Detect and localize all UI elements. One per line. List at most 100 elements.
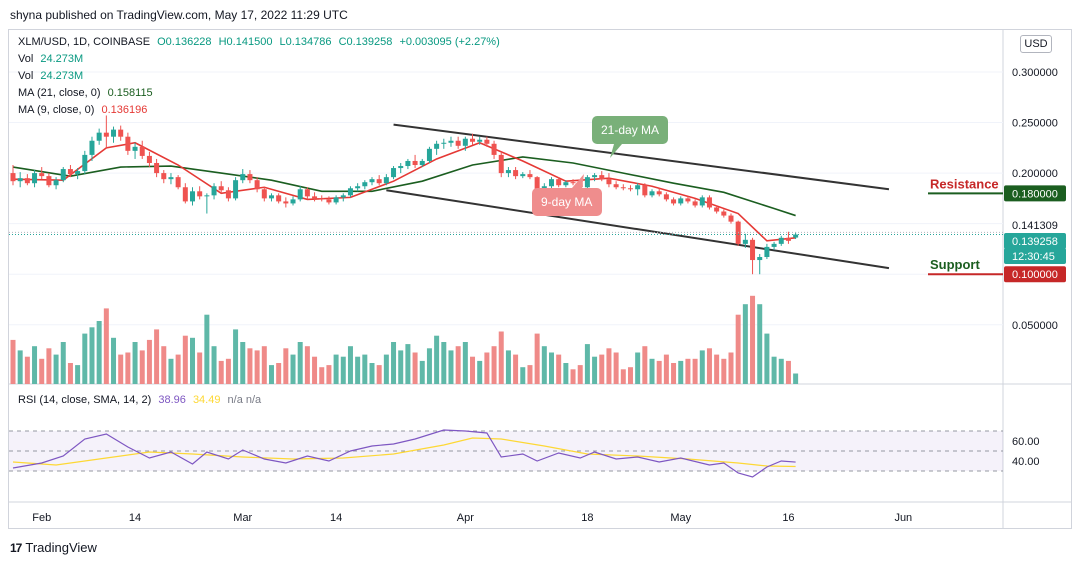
volume-bar: [513, 354, 519, 384]
candle-body: [218, 186, 224, 191]
volume-bar: [190, 337, 195, 384]
volume-bar: [462, 342, 468, 384]
volume-bar: [714, 354, 720, 384]
volume-bar: [154, 329, 160, 384]
candle-body: [699, 197, 705, 206]
candle-body: [146, 155, 152, 163]
legend-vol-label[interactable]: Vol: [18, 70, 34, 82]
volume-bar: [742, 304, 748, 384]
volume-bar: [398, 350, 404, 384]
candle-body: [477, 139, 483, 142]
volume-bar: [426, 348, 432, 384]
candle-body: [154, 162, 160, 174]
candle-body: [663, 194, 669, 200]
volume-bar: [678, 360, 684, 384]
candle-body: [434, 143, 440, 149]
chart-frame: [8, 29, 1072, 529]
candle-body: [67, 169, 73, 175]
candle-body: [649, 191, 655, 196]
candle-body: [297, 189, 303, 200]
candle-body: [549, 179, 554, 187]
currency-button[interactable]: USD: [1020, 35, 1052, 53]
volume-bar: [383, 354, 389, 384]
legend-ma21-label[interactable]: MA (21, close, 0): [18, 87, 101, 99]
candle-body: [182, 187, 188, 202]
candle-body: [520, 174, 526, 177]
candle-body: [462, 138, 468, 146]
candle-body: [498, 154, 504, 174]
volume-bar: [663, 354, 669, 384]
legend-symbol-row: XLM/USD, 1D, COINBASE O0.136228 H0.14150…: [18, 36, 504, 48]
volume-bar: [592, 356, 598, 384]
candle-body: [333, 197, 339, 203]
candle-body: [103, 132, 109, 137]
legend-rsi-label[interactable]: RSI (14, close, SMA, 14, 2): [18, 394, 152, 406]
x-tick-label: Mar: [233, 512, 252, 524]
volume-bar: [505, 350, 511, 384]
candle-body: [656, 191, 662, 195]
candle-body: [75, 171, 81, 175]
resistance-label: Resistance: [930, 176, 999, 191]
volume-bar: [556, 354, 562, 384]
price-label-box: [1004, 233, 1066, 249]
price-label-box: [1004, 217, 1066, 233]
candle-body: [204, 195, 210, 197]
footer-brand-text: TradingView: [25, 540, 97, 555]
candle-body: [678, 198, 684, 204]
legend-symbol[interactable]: XLM/USD, 1D, COINBASE: [18, 36, 151, 48]
legend-vol-value: 24.273M: [40, 70, 84, 82]
candle-body: [197, 191, 203, 197]
volume-bar: [139, 350, 145, 384]
candle-body: [240, 174, 246, 181]
volume-bar: [721, 358, 727, 384]
candle-body: [491, 143, 497, 155]
x-tick-label: 16: [782, 512, 794, 524]
volume-bar: [484, 352, 490, 384]
candle-body: [190, 191, 195, 202]
x-tick-label: May: [670, 512, 691, 524]
candle-body: [606, 179, 612, 185]
candle-body: [534, 177, 540, 192]
rsi-tick-label: 60.00: [1012, 436, 1040, 448]
legend-vol-label[interactable]: Vol: [18, 53, 34, 65]
legend-low: L0.134786: [279, 36, 332, 48]
candle-body: [326, 199, 332, 203]
volume-bar: [793, 373, 799, 384]
volume-bar: [326, 365, 332, 384]
candle-body: [513, 170, 519, 177]
volume-bar: [541, 346, 547, 384]
candle-body: [340, 195, 346, 198]
candle-body: [470, 138, 476, 142]
volume-bar: [764, 333, 770, 384]
price-label: 0.139258: [1012, 236, 1058, 248]
channel-lower-line: [386, 189, 890, 270]
volume-bar: [347, 346, 353, 384]
candle-body: [53, 180, 59, 186]
legend-ma9-value: 0.136196: [101, 104, 148, 116]
volume-bar: [785, 360, 791, 384]
candle-body: [139, 146, 145, 156]
volume-bar: [391, 342, 397, 384]
ma21-callout-box: [592, 116, 668, 144]
volume-bar: [276, 363, 282, 384]
footer-brand[interactable]: 17 TradingView: [10, 540, 97, 555]
volume-bar: [470, 356, 476, 384]
candle-body: [89, 140, 95, 155]
volume-bar: [75, 365, 81, 384]
volume-bar: [297, 342, 303, 384]
volume-bar: [182, 335, 188, 384]
volume-bar: [10, 339, 16, 384]
ma21-line: [12, 156, 796, 217]
candle-body: [793, 234, 799, 238]
legend-ma9-label[interactable]: MA (9, close, 0): [18, 104, 95, 116]
volume-bar: [771, 356, 777, 384]
volume-bar: [204, 314, 210, 384]
legend-ma9-row: MA (9, close, 0) 0.136196: [18, 104, 151, 116]
legend-rsi-sma: 34.49: [192, 394, 221, 406]
candle-body: [32, 173, 38, 184]
volume-bar: [549, 352, 554, 384]
volume-bar: [627, 367, 633, 384]
candle-body: [319, 198, 325, 200]
candle-body: [757, 257, 763, 261]
